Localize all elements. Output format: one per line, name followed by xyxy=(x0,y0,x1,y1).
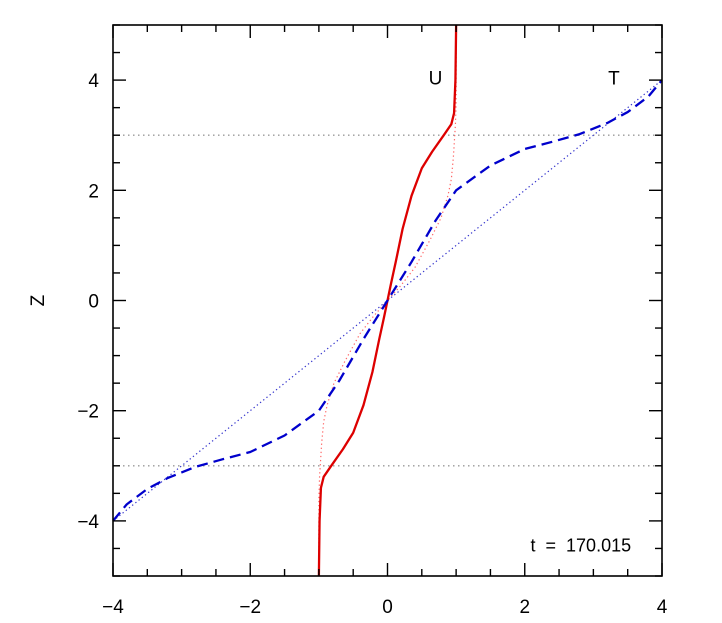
time-annotation: t = 170.015 xyxy=(531,536,632,556)
reference-lines xyxy=(113,134,662,467)
y-tick-label: −2 xyxy=(77,402,99,423)
x-tick-label: −2 xyxy=(239,597,261,618)
y-tick-label: 2 xyxy=(88,181,99,202)
x-tick-label: 0 xyxy=(382,597,393,618)
y-tick-label: 4 xyxy=(88,71,99,92)
curve-label-u: U xyxy=(429,68,443,89)
curve-label-t: T xyxy=(608,68,620,89)
y-tick-label: −4 xyxy=(77,512,99,533)
axis-ticks xyxy=(112,24,663,577)
x-tick-label: 2 xyxy=(519,597,530,618)
y-axis-title: Z xyxy=(28,294,49,306)
axis-labels: −4 −2 0 2 4 −4 −2 0 2 4 xyxy=(77,71,667,618)
y-tick-label: 0 xyxy=(88,292,99,313)
x-tick-label: −4 xyxy=(102,597,124,618)
series-lines xyxy=(112,24,663,577)
series-line-t xyxy=(112,79,663,522)
x-tick-label: 4 xyxy=(657,597,668,618)
series-line-t-initial xyxy=(112,79,663,522)
